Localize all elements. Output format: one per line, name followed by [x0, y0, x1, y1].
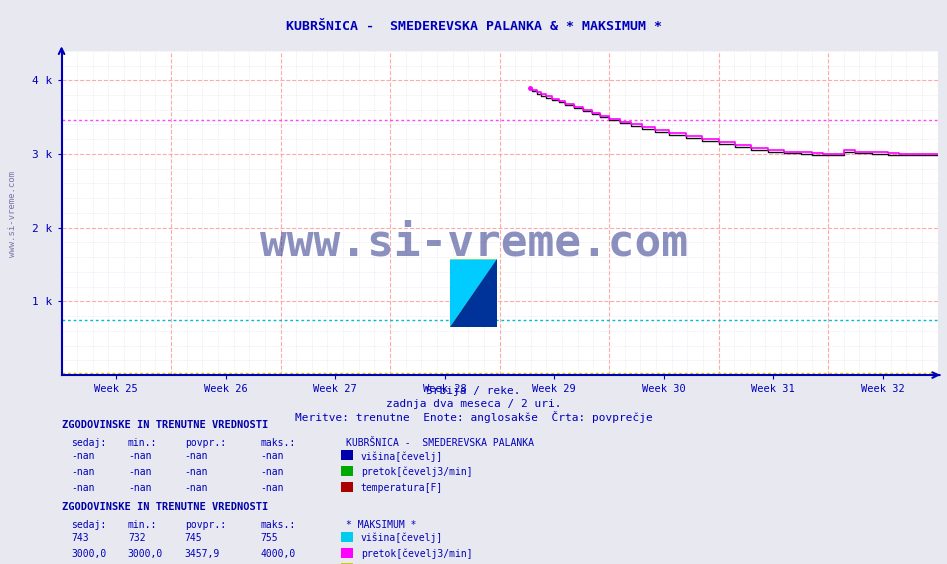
Text: www.si-vreme.com: www.si-vreme.com — [8, 171, 17, 257]
Text: -nan: -nan — [185, 483, 208, 493]
Text: * MAKSIMUM *: * MAKSIMUM * — [346, 520, 416, 530]
Text: -nan: -nan — [128, 467, 152, 477]
Text: -nan: -nan — [128, 451, 152, 461]
Text: povpr.:: povpr.: — [185, 438, 225, 448]
Text: povpr.:: povpr.: — [185, 520, 225, 530]
Text: zadnja dva meseca / 2 uri.: zadnja dva meseca / 2 uri. — [385, 399, 562, 409]
Text: 732: 732 — [128, 533, 146, 543]
Text: KUBRŠNICA -  SMEDEREVSKA PALANKA: KUBRŠNICA - SMEDEREVSKA PALANKA — [346, 438, 534, 448]
Text: -nan: -nan — [260, 467, 284, 477]
Text: 4000,0: 4000,0 — [260, 549, 295, 559]
Text: 3000,0: 3000,0 — [71, 549, 106, 559]
Text: Srbija / reke.: Srbija / reke. — [426, 386, 521, 396]
Text: temperatura[F]: temperatura[F] — [361, 483, 443, 493]
Text: -nan: -nan — [185, 451, 208, 461]
Text: -nan: -nan — [260, 483, 284, 493]
Text: pretok[čevelj3/min]: pretok[čevelj3/min] — [361, 549, 473, 559]
Text: ZGODOVINSKE IN TRENUTNE VREDNOSTI: ZGODOVINSKE IN TRENUTNE VREDNOSTI — [62, 420, 268, 430]
Text: sedaj:: sedaj: — [71, 438, 106, 448]
Text: Meritve: trenutne  Enote: anglosakše  Črta: povprečje: Meritve: trenutne Enote: anglosakše Črta… — [295, 411, 652, 422]
Text: 3457,9: 3457,9 — [185, 549, 220, 559]
Text: sedaj:: sedaj: — [71, 520, 106, 530]
Text: višina[čevelj]: višina[čevelj] — [361, 451, 443, 462]
Text: -nan: -nan — [185, 467, 208, 477]
Text: www.si-vreme.com: www.si-vreme.com — [259, 221, 688, 264]
Text: višina[čevelj]: višina[čevelj] — [361, 533, 443, 544]
Text: maks.:: maks.: — [260, 438, 295, 448]
Text: -nan: -nan — [71, 467, 95, 477]
Text: -nan: -nan — [128, 483, 152, 493]
Polygon shape — [450, 259, 497, 327]
Text: -nan: -nan — [260, 451, 284, 461]
Text: 755: 755 — [260, 533, 278, 543]
Text: ZGODOVINSKE IN TRENUTNE VREDNOSTI: ZGODOVINSKE IN TRENUTNE VREDNOSTI — [62, 502, 268, 512]
Text: min.:: min.: — [128, 438, 157, 448]
Text: maks.:: maks.: — [260, 520, 295, 530]
Text: -nan: -nan — [71, 451, 95, 461]
Text: 743: 743 — [71, 533, 89, 543]
Polygon shape — [450, 259, 497, 327]
Text: KUBRŠNICA -  SMEDEREVSKA PALANKA & * MAKSIMUM *: KUBRŠNICA - SMEDEREVSKA PALANKA & * MAKS… — [285, 20, 662, 33]
Text: min.:: min.: — [128, 520, 157, 530]
Text: 3000,0: 3000,0 — [128, 549, 163, 559]
Text: 745: 745 — [185, 533, 203, 543]
Text: -nan: -nan — [71, 483, 95, 493]
Text: pretok[čevelj3/min]: pretok[čevelj3/min] — [361, 467, 473, 478]
